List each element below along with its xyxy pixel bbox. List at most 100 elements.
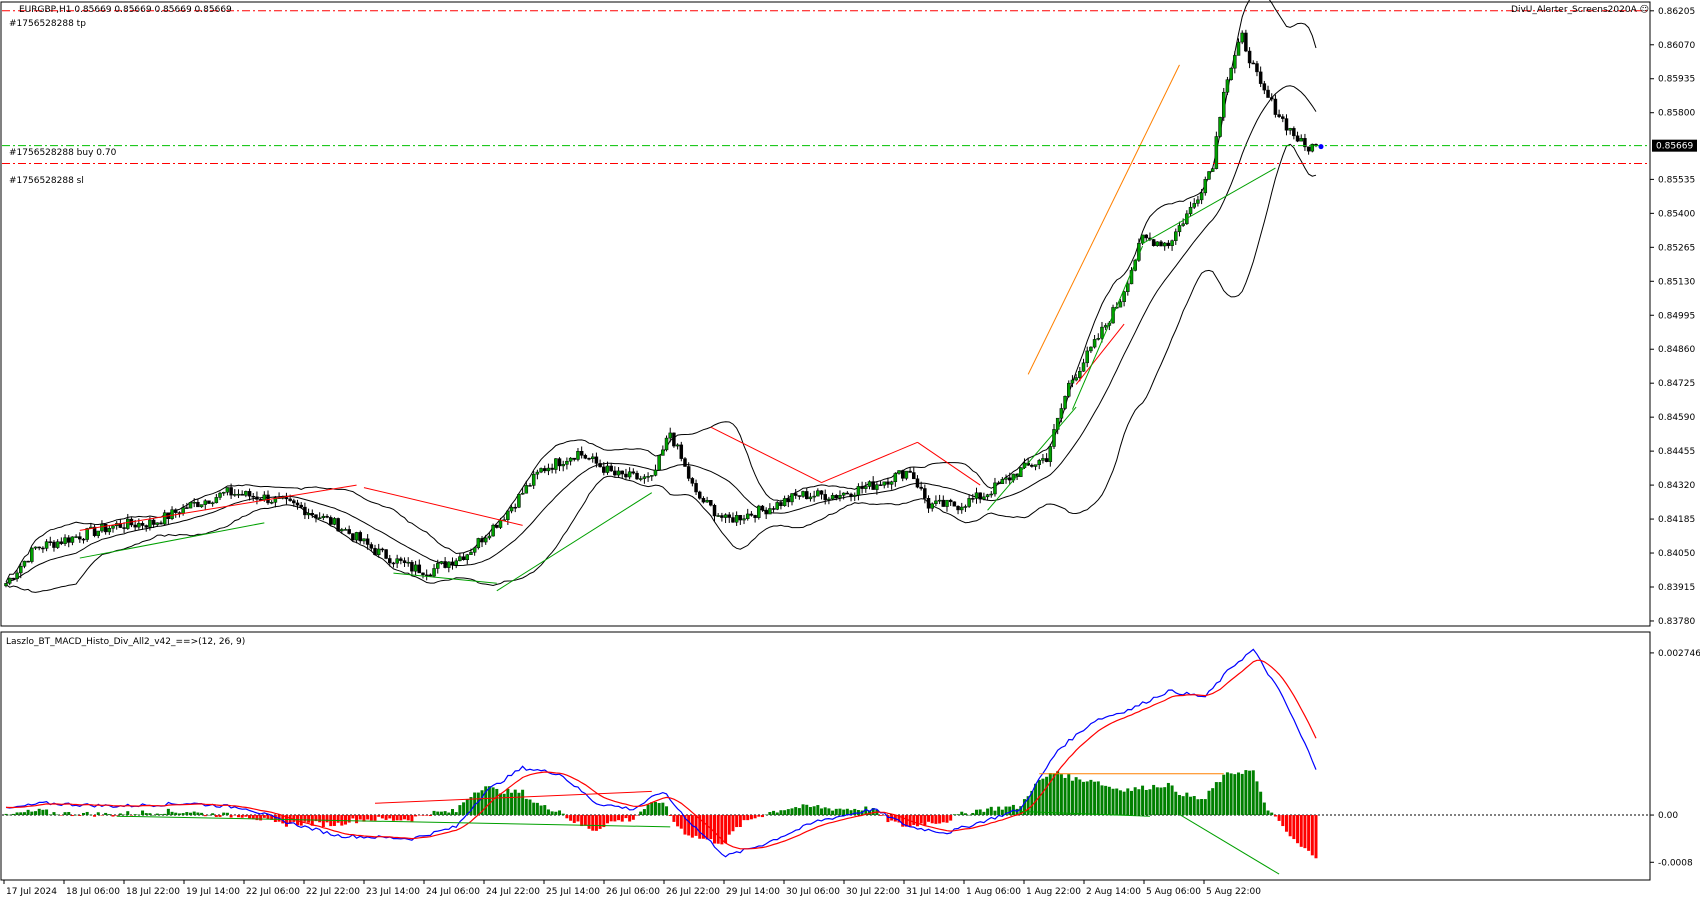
candle-body <box>572 457 577 460</box>
candle-body <box>594 456 599 464</box>
macd-histogram-bar <box>561 813 565 816</box>
candle <box>937 494 942 505</box>
macd-histogram-bar <box>1225 772 1229 816</box>
expert-name[interactable]: DivU_Alerter_Screens2020A ☺ <box>1511 5 1649 16</box>
candle-body <box>424 574 429 577</box>
candle <box>963 504 968 512</box>
candle-body <box>904 470 909 479</box>
candle <box>609 462 613 472</box>
candle-body <box>7 577 12 584</box>
candle-body <box>1299 138 1303 142</box>
macd-histogram-bar <box>1214 782 1218 816</box>
macd-histogram-bar <box>1082 781 1086 816</box>
candle <box>1122 290 1126 307</box>
candle-body <box>295 502 300 506</box>
macd-histogram-bar <box>148 813 152 816</box>
candle-body <box>358 532 363 542</box>
macd-histogram-bar <box>694 815 698 836</box>
candle <box>1199 188 1204 205</box>
candle <box>1295 131 1300 143</box>
candle-body <box>764 509 768 515</box>
candle <box>509 505 514 514</box>
candle <box>170 506 174 521</box>
candle-body <box>461 556 466 560</box>
candle <box>1085 346 1089 368</box>
macd-histogram-bar <box>554 811 558 816</box>
candle-body <box>111 525 115 529</box>
candle-body <box>897 470 901 474</box>
candle-body <box>760 505 765 511</box>
candle <box>668 427 672 443</box>
price-tick-label: 0.85130 <box>1658 277 1695 287</box>
candle-body <box>78 536 82 540</box>
candle-body <box>269 502 274 504</box>
candle <box>782 495 787 507</box>
candle <box>1170 239 1174 251</box>
candle <box>897 470 901 475</box>
candle-body <box>1306 146 1311 152</box>
macd-histogram-bar <box>535 802 539 816</box>
time-tick-label: 26 Jul 06:00 <box>606 887 660 897</box>
candle <box>631 468 636 475</box>
macd-histogram-bar <box>1141 785 1145 816</box>
price-axis: 0.86205 0.86070 0.85935 0.85800 0.85535 0.854… <box>1650 7 1697 627</box>
divergence-line <box>79 522 265 559</box>
candles <box>4 29 1318 588</box>
candle <box>388 554 392 567</box>
macd-histogram-bar <box>1104 785 1108 816</box>
macd-histogram-bar <box>605 815 609 824</box>
candle-body <box>613 470 617 476</box>
macd-histogram-bar <box>1185 792 1189 816</box>
candle-body <box>808 496 813 500</box>
candle <box>557 457 562 472</box>
indicator-title: Laszlo_BT_MACD_Histo_Div_All2_v42_==>(12… <box>6 637 246 647</box>
macd-histogram-bar <box>495 788 499 816</box>
candle-body <box>4 583 8 587</box>
candle-body <box>292 500 296 504</box>
macd-histogram-bar <box>594 815 598 831</box>
macd-histogram-bar <box>380 815 384 819</box>
macd-histogram-bar <box>1273 815 1277 817</box>
macd-histogram-bar <box>225 812 229 816</box>
candle-body <box>900 470 905 479</box>
candle-body <box>664 437 669 451</box>
macd-histogram-bar <box>1144 789 1148 816</box>
candle-body <box>598 463 602 468</box>
candle <box>52 540 56 552</box>
macd-histogram-bar <box>377 815 381 817</box>
macd-histogram-bar <box>214 815 218 817</box>
macd-histogram-bar <box>1240 773 1244 816</box>
macd-histogram-bar <box>738 815 742 828</box>
time-tick-label: 18 Jul 06:00 <box>66 887 120 897</box>
macd-histogram-bar <box>864 806 868 816</box>
candle-body <box>498 519 503 528</box>
candle <box>749 511 754 517</box>
macd-histogram-bar <box>1152 784 1156 816</box>
candle <box>1159 240 1163 247</box>
candle-body <box>1059 408 1064 419</box>
macd-histogram-bar <box>1137 789 1141 816</box>
candle-body <box>971 498 975 500</box>
candle <box>1007 472 1012 485</box>
candle <box>343 527 348 531</box>
candle <box>1244 29 1248 53</box>
candle <box>299 502 303 509</box>
candle-body <box>325 515 329 518</box>
candle-body <box>1030 464 1034 467</box>
candle <box>1236 38 1241 56</box>
macd-histogram-bar <box>159 814 163 816</box>
candle <box>978 492 982 504</box>
candle-body <box>1236 41 1241 56</box>
macd-histogram-bar <box>967 814 971 816</box>
macd-histogram-bar <box>174 812 178 816</box>
macd-histogram-bar <box>794 807 798 816</box>
macd-histogram-bar <box>37 808 41 816</box>
candle-body <box>162 512 167 525</box>
price-tick-label: 0.84725 <box>1658 379 1695 389</box>
candle-body <box>1159 241 1163 247</box>
candle-body <box>1089 346 1093 352</box>
candle-body <box>616 470 621 476</box>
macd-histogram-bar <box>1189 796 1193 816</box>
macd-histogram-bar <box>1174 791 1178 816</box>
